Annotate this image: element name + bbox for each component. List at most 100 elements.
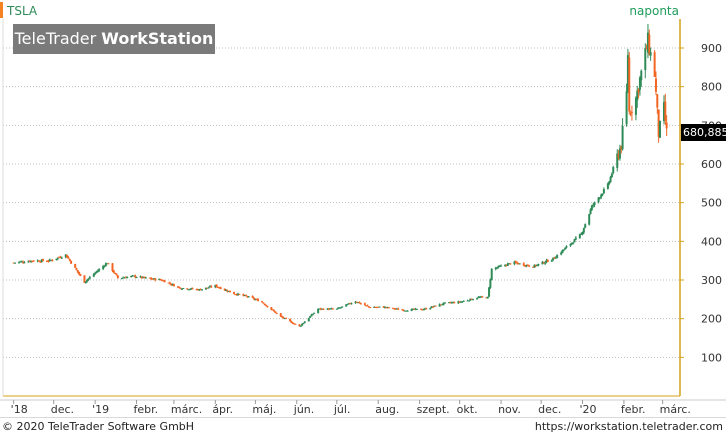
candle-up bbox=[301, 323, 304, 326]
candle-up bbox=[462, 300, 465, 302]
candle-down bbox=[216, 286, 219, 288]
x-tick-label: júl. bbox=[333, 403, 351, 416]
candle-up bbox=[180, 288, 183, 290]
candle-down bbox=[199, 289, 202, 291]
candle-up bbox=[433, 305, 436, 307]
candle-down bbox=[59, 257, 62, 259]
candle-up bbox=[106, 263, 109, 265]
candle-down bbox=[402, 309, 405, 311]
x-tick-label: szept. bbox=[417, 403, 450, 416]
copyright-text: © 2020 TeleTrader Software GmbH bbox=[2, 420, 195, 433]
candle-down bbox=[151, 278, 154, 280]
candle-up bbox=[560, 252, 563, 255]
candle-down bbox=[270, 307, 273, 310]
candle-up bbox=[443, 302, 446, 304]
candle-up bbox=[126, 276, 129, 279]
candle-up bbox=[347, 303, 350, 305]
candle-up bbox=[476, 298, 479, 300]
candle-down bbox=[359, 303, 362, 305]
candle-up bbox=[341, 306, 344, 308]
candle-up bbox=[494, 267, 497, 270]
candle-up bbox=[415, 308, 418, 310]
candle-up bbox=[84, 281, 87, 283]
candle-up bbox=[608, 181, 611, 185]
candle-down bbox=[289, 318, 292, 322]
candle-down bbox=[83, 275, 86, 283]
candle-up bbox=[562, 249, 565, 251]
candle-up bbox=[303, 321, 306, 324]
candle-down bbox=[179, 287, 182, 289]
candle-down bbox=[163, 280, 166, 283]
candle-down bbox=[393, 308, 396, 310]
candle-down bbox=[387, 307, 390, 309]
candle-down bbox=[413, 308, 416, 310]
candle-up bbox=[597, 197, 600, 203]
candle-down bbox=[434, 305, 437, 307]
candle-down bbox=[532, 266, 535, 268]
candle-up bbox=[662, 102, 665, 122]
footer: © 2020 TeleTrader Software GmbH https://… bbox=[0, 417, 726, 436]
candle-up bbox=[488, 287, 491, 297]
candle-down bbox=[470, 298, 473, 300]
candle-up bbox=[48, 259, 51, 261]
candle-up bbox=[582, 228, 585, 233]
candle-up bbox=[354, 301, 357, 304]
x-tick-label: '20 bbox=[580, 403, 597, 416]
candle-down bbox=[160, 279, 163, 281]
candle-down bbox=[327, 308, 330, 310]
candle-down bbox=[253, 297, 256, 300]
candle-up bbox=[346, 304, 349, 306]
candle-down bbox=[74, 263, 77, 268]
candle-down bbox=[546, 260, 549, 262]
candle-up bbox=[311, 314, 314, 316]
ticker-tab-marker bbox=[0, 2, 3, 18]
x-axis-ticks: '18 dec. '19 febr. márc. ápr. máj. jún. júl. aug.… bbox=[11, 400, 691, 416]
candle-up bbox=[102, 266, 105, 270]
candle-down bbox=[262, 302, 265, 304]
candle-up bbox=[626, 55, 629, 92]
ticker-symbol[interactable]: TSLA bbox=[7, 4, 38, 18]
candle-down bbox=[509, 263, 512, 265]
candle-up bbox=[581, 232, 584, 235]
candle-up bbox=[405, 310, 408, 312]
source-url[interactable]: https://workstation.teletrader.com bbox=[534, 420, 723, 433]
brand-watermark: TeleTrader WorkStation bbox=[13, 24, 215, 54]
candle-up bbox=[243, 295, 246, 297]
candle-down bbox=[294, 323, 297, 325]
candle-down bbox=[401, 309, 404, 311]
candle-down bbox=[111, 263, 114, 272]
candle-down bbox=[367, 306, 370, 308]
candle-up bbox=[313, 312, 316, 314]
y-tick-label: 200 bbox=[701, 313, 722, 326]
candle-up bbox=[378, 306, 381, 308]
candle-down bbox=[159, 279, 162, 281]
candle-up bbox=[142, 276, 145, 278]
candle-up bbox=[237, 293, 240, 296]
y-axis-ticks: 100200300400500600700800900 bbox=[680, 42, 722, 364]
candle-down bbox=[167, 282, 170, 284]
period-label[interactable]: naponta bbox=[629, 4, 679, 18]
candle-up bbox=[578, 234, 581, 239]
candle-up bbox=[96, 270, 99, 272]
candle-down bbox=[58, 257, 61, 259]
candle-up bbox=[490, 268, 493, 280]
candle-down bbox=[266, 305, 269, 308]
candle-up bbox=[592, 204, 595, 206]
candle-down bbox=[481, 296, 484, 298]
candle-down bbox=[654, 78, 657, 92]
candle-up bbox=[152, 278, 155, 280]
candle-up bbox=[19, 261, 22, 263]
candle-up bbox=[208, 286, 211, 288]
candle-down bbox=[22, 261, 25, 263]
candle-up bbox=[403, 310, 406, 312]
candle-up bbox=[537, 263, 540, 266]
candle-up bbox=[589, 209, 592, 215]
candle-up bbox=[554, 257, 557, 259]
candle-up bbox=[513, 261, 516, 265]
candle-up bbox=[498, 266, 501, 268]
candle-down bbox=[375, 307, 378, 309]
candle-down bbox=[664, 101, 667, 121]
candle-up bbox=[441, 304, 444, 306]
candle-up bbox=[541, 261, 544, 265]
candle-up bbox=[442, 302, 445, 305]
